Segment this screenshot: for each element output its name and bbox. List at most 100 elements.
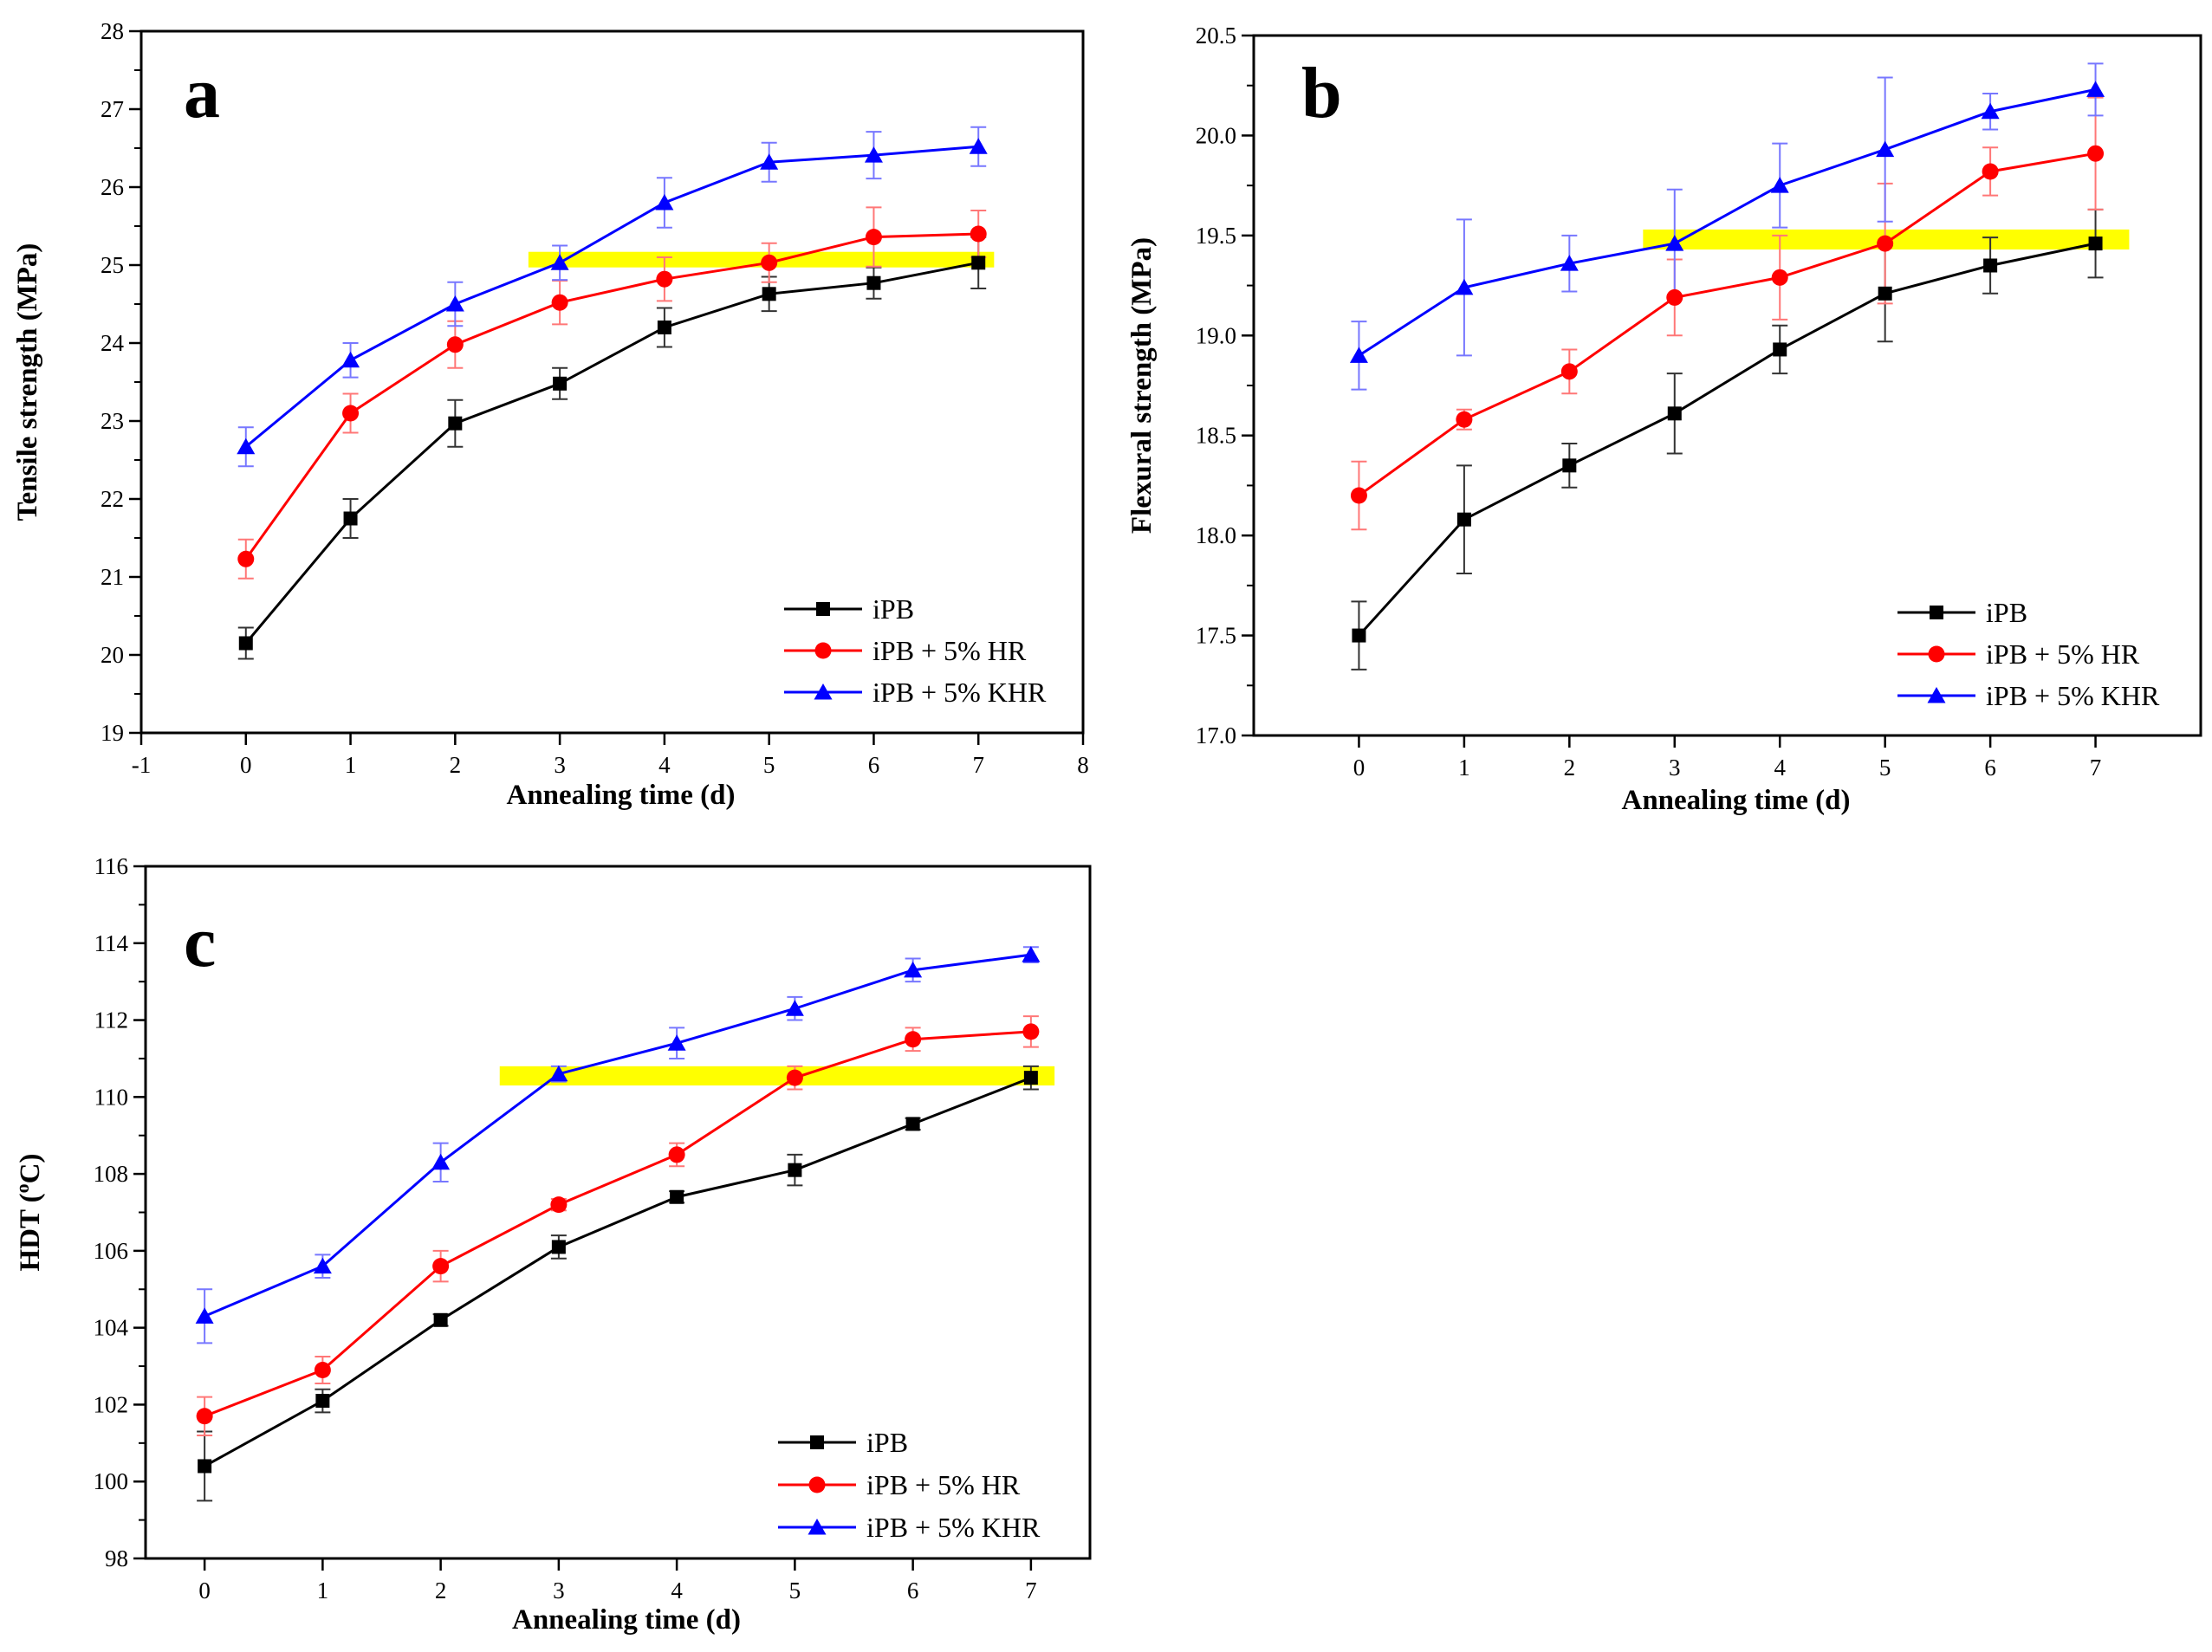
circle-marker: [786, 1069, 803, 1086]
square-marker: [553, 376, 568, 391]
y-tick-label: 18.0: [1196, 522, 1236, 548]
square-marker: [1456, 512, 1471, 527]
y-axis-label-part: HDT (: [15, 1193, 46, 1271]
x-tick-label: 6: [907, 1577, 919, 1603]
triangle-marker: [1876, 140, 1895, 158]
legend-marker: [814, 642, 832, 659]
x-tick-label: 2: [450, 752, 462, 778]
square-marker: [1562, 458, 1577, 473]
x-tick-label: 5: [763, 752, 775, 778]
triangle-marker: [864, 146, 883, 163]
square-marker: [1773, 342, 1787, 357]
data-markers: [1349, 81, 2105, 643]
triangle-marker: [1455, 278, 1474, 295]
square-marker: [1352, 628, 1366, 643]
y-tick-label: 112: [94, 1007, 129, 1033]
y-tick-label: 106: [94, 1238, 129, 1264]
legend-item: iPB + 5% HR: [1897, 638, 2140, 670]
legend-label: iPB + 5% KHR: [866, 1512, 1041, 1543]
x-tick-label: -1: [132, 752, 152, 778]
square-marker: [762, 287, 776, 301]
y-tick-label: 17.5: [1196, 623, 1236, 649]
square-marker: [238, 636, 253, 651]
y-axis-ticks: 17.0 17.5 18.0 18.5 19.0 19.5 20.0 20.5: [1196, 23, 1254, 748]
y-tick-label: 110: [94, 1084, 129, 1110]
circle-marker: [1456, 411, 1473, 428]
y-tick-label: 116: [94, 853, 129, 879]
legend: iPB iPB + 5% HR iPB + 5% KHR: [778, 1427, 1041, 1543]
circle-marker: [314, 1361, 331, 1378]
triangle-marker: [814, 683, 833, 700]
square-marker: [1023, 1071, 1038, 1085]
x-tick-label: 1: [1458, 755, 1470, 781]
circle-marker: [1771, 269, 1788, 286]
legend-item: iPB: [778, 1427, 908, 1458]
x-tick-label: 0: [1353, 755, 1365, 781]
series-lines: [244, 145, 979, 645]
square-marker: [315, 1394, 330, 1409]
legend-label: iPB: [1986, 597, 2027, 628]
circle-marker: [970, 225, 987, 243]
square-marker: [1983, 258, 1998, 273]
y-axis-label: HDT (oC): [11, 1154, 46, 1272]
circle-marker: [432, 1258, 450, 1275]
x-tick-label: 2: [1564, 755, 1576, 781]
square-marker: [2088, 236, 2103, 251]
x-axis-ticks: 0 1 2 3 4 5 6 7: [198, 1558, 1037, 1603]
y-tick-label: 27: [101, 96, 124, 122]
triangle-marker: [1022, 946, 1041, 962]
triangle-marker: [760, 153, 779, 170]
x-tick-label: 7: [1025, 1577, 1037, 1603]
square-marker: [343, 511, 358, 526]
triangle-marker: [667, 1034, 686, 1051]
legend-marker: [1927, 687, 1946, 703]
x-axis-ticks: -1 0 1 2 3 4 5 6 7 8: [132, 733, 1089, 778]
y-tick-label: 19: [101, 720, 124, 746]
x-axis-ticks: 0 1 2 3 4 5 6 7: [1353, 735, 2102, 781]
legend-label: iPB: [872, 593, 914, 625]
square-marker: [905, 1117, 920, 1131]
x-tick-label: 3: [553, 1577, 565, 1603]
circle-marker: [1022, 1023, 1040, 1040]
x-tick-label: 5: [1879, 755, 1891, 781]
y-tick-label: 28: [101, 18, 124, 44]
circle-marker: [2087, 145, 2105, 162]
circle-marker: [761, 254, 778, 271]
triangle-marker: [550, 254, 569, 270]
square-marker: [788, 1163, 802, 1177]
triangle-marker: [655, 194, 674, 211]
x-tick-label: 8: [1077, 752, 1089, 778]
x-axis-label: Annealing time (d): [1622, 785, 1851, 816]
legend-label: iPB + 5% HR: [872, 635, 1027, 666]
legend-marker: [816, 602, 830, 616]
square-marker: [448, 416, 463, 431]
triangle-marker: [1560, 255, 1579, 271]
y-tick-label: 20: [101, 642, 124, 668]
triangle-marker: [445, 295, 464, 312]
triangle-marker: [904, 961, 923, 978]
legend-item: iPB + 5% HR: [778, 1469, 1021, 1500]
circle-marker: [1982, 163, 1999, 180]
legend-marker: [808, 1476, 826, 1493]
series-line: [1358, 242, 2096, 637]
y-tick-label: 23: [101, 408, 124, 434]
legend-item: iPB + 5% HR: [784, 635, 1027, 666]
x-tick-label: 6: [868, 752, 880, 778]
circle-marker: [550, 1196, 568, 1214]
legend-marker: [1930, 606, 1943, 619]
series-line: [204, 953, 1032, 1318]
panel-letter: b: [1301, 53, 1342, 133]
triangle-marker: [785, 1000, 804, 1016]
x-tick-label: 0: [240, 752, 252, 778]
square-marker: [866, 275, 881, 290]
x-tick-label: 7: [2090, 755, 2102, 781]
x-axis-label: Annealing time (d): [512, 1604, 741, 1636]
square-marker: [1930, 606, 1943, 619]
circle-marker: [342, 405, 360, 422]
legend-item: iPB: [784, 593, 914, 625]
circle-marker: [905, 1031, 922, 1048]
y-axis-ticks: 98 100 102 104 106 108 110 112 114 116: [94, 853, 146, 1571]
panel-letter: a: [184, 53, 220, 133]
